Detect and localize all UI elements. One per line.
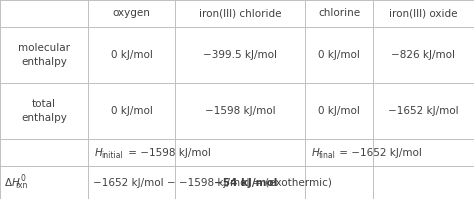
Text: total
enthalpy: total enthalpy	[21, 99, 67, 123]
Text: rxn: rxn	[15, 181, 27, 190]
Text: (exothermic): (exothermic)	[263, 178, 332, 187]
Text: oxygen: oxygen	[112, 9, 150, 19]
Text: −1598 kJ/mol: −1598 kJ/mol	[205, 106, 275, 116]
Text: 0 kJ/mol: 0 kJ/mol	[318, 106, 360, 116]
Text: final: final	[319, 150, 336, 160]
Text: iron(III) oxide: iron(III) oxide	[389, 9, 458, 19]
Text: 0 kJ/mol: 0 kJ/mol	[110, 50, 153, 60]
Text: iron(III) chloride: iron(III) chloride	[199, 9, 281, 19]
Text: −1652 kJ/mol − −1598 kJ/mol =: −1652 kJ/mol − −1598 kJ/mol =	[93, 178, 265, 187]
Text: = −1652 kJ/mol: = −1652 kJ/mol	[336, 147, 422, 157]
Text: $\mathit{H}$: $\mathit{H}$	[94, 146, 103, 158]
Text: $\mathit{H}$: $\mathit{H}$	[311, 146, 320, 158]
Text: initial: initial	[101, 150, 123, 160]
Text: = −1598 kJ/mol: = −1598 kJ/mol	[125, 147, 211, 157]
Text: molecular
enthalpy: molecular enthalpy	[18, 43, 70, 67]
Text: −399.5 kJ/mol: −399.5 kJ/mol	[203, 50, 277, 60]
Text: chlorine: chlorine	[318, 9, 360, 19]
Text: 0: 0	[21, 174, 26, 183]
Text: $\Delta\mathit{H}$: $\Delta\mathit{H}$	[4, 177, 21, 188]
Text: −1652 kJ/mol: −1652 kJ/mol	[388, 106, 459, 116]
Text: 0 kJ/mol: 0 kJ/mol	[318, 50, 360, 60]
Text: −826 kJ/mol: −826 kJ/mol	[392, 50, 456, 60]
Text: −54 kJ/mol: −54 kJ/mol	[215, 178, 278, 187]
Text: 0 kJ/mol: 0 kJ/mol	[110, 106, 153, 116]
